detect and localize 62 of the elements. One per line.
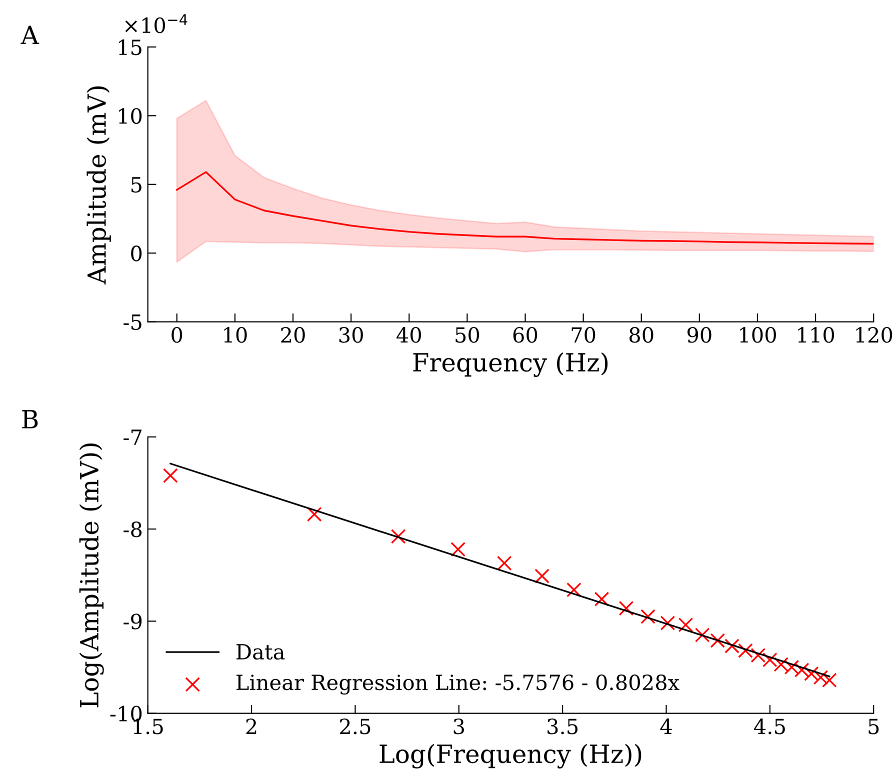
point <box>813 670 828 685</box>
x-tick-label: 3 <box>454 718 464 734</box>
y-tick-label: 10 <box>119 108 142 124</box>
point <box>566 582 582 598</box>
point <box>804 666 819 682</box>
point <box>710 633 726 648</box>
x-tick-label: 90 <box>687 327 712 343</box>
x-axis-title: Frequency (Hz) <box>413 352 608 377</box>
point <box>794 662 810 678</box>
x-tick-label: 3.5 <box>548 718 578 734</box>
x-tick-label: 2 <box>246 718 256 734</box>
point <box>694 628 710 642</box>
legend-label: Data <box>236 644 285 660</box>
x-tick-label: 20 <box>281 327 305 343</box>
point <box>660 616 676 630</box>
point <box>724 638 740 654</box>
point <box>306 506 322 522</box>
point <box>822 672 837 688</box>
x-tick-label: 80 <box>629 327 654 343</box>
y-tick-label: -9 <box>124 614 142 630</box>
x-tick-label: 50 <box>456 327 480 343</box>
point <box>784 660 800 675</box>
point <box>678 617 694 632</box>
text: ×10$^{−4}$ <box>125 14 188 34</box>
point <box>594 592 610 606</box>
legend-label: Linear Regression Line: -5.7576 - 0.8028x <box>236 674 680 695</box>
x-tick-label: 5 <box>868 718 879 734</box>
point <box>618 600 634 616</box>
point <box>750 648 766 663</box>
line-series <box>176 171 874 245</box>
x-tick-label: 70 <box>572 327 596 343</box>
x-tick-label: 2.5 <box>340 718 370 734</box>
x-tick-label: 110 <box>798 327 834 343</box>
x-tick-label: 60 <box>513 327 538 343</box>
y-tick-label: -7 <box>124 430 142 445</box>
point <box>534 568 550 584</box>
text: A <box>20 26 40 44</box>
point <box>450 542 466 557</box>
point <box>738 643 753 658</box>
x-tick-label: 4.5 <box>754 718 785 734</box>
x-tick-label: 40 <box>396 327 421 343</box>
y-tick-label: -5 <box>124 314 142 330</box>
x-axis-title: Log(Frequency (Hz)) <box>380 744 642 768</box>
text: B <box>22 410 38 428</box>
y-tick-label: 0 <box>131 246 142 262</box>
point <box>390 528 406 544</box>
point <box>163 468 178 484</box>
y-axis-title: Log(Amplitude (mV)) <box>79 444 104 708</box>
x-tick-label: 0 <box>172 327 182 343</box>
point <box>774 657 789 672</box>
point <box>762 652 778 668</box>
x-tick-label: 10 <box>224 327 247 343</box>
y-tick-label: 5 <box>131 177 142 193</box>
y-tick-label: -8 <box>124 522 142 538</box>
y-axis-title: Amplitude (mV) <box>86 86 111 285</box>
x-tick-label: 120 <box>856 327 892 343</box>
point <box>496 556 512 571</box>
x-tick-label: 4 <box>660 718 672 734</box>
x-tick-label: 100 <box>740 327 776 343</box>
x-tick-label: 30 <box>339 327 363 343</box>
point <box>640 609 656 624</box>
y-tick-label: 15 <box>119 39 142 56</box>
